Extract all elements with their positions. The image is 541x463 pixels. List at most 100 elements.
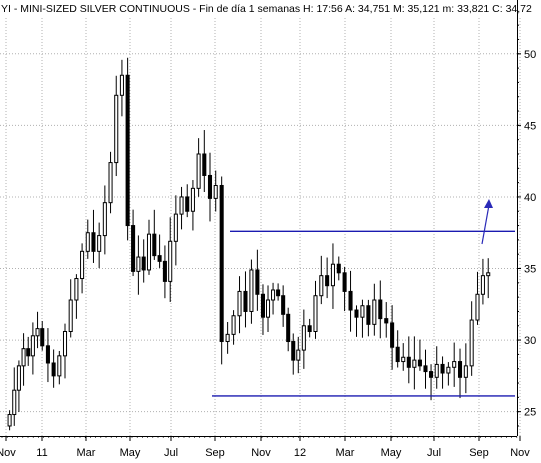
candle-body xyxy=(265,299,271,318)
x-tick-label: Sep xyxy=(469,447,489,459)
candle-body xyxy=(296,349,301,361)
candle-body xyxy=(16,365,21,391)
candle-body xyxy=(68,299,73,332)
breakout-arrow-shaft xyxy=(481,204,490,245)
candle-body xyxy=(225,333,230,343)
candle-body xyxy=(319,275,324,297)
candle-body xyxy=(185,196,190,212)
candle-body xyxy=(237,290,242,317)
candle-body xyxy=(207,174,213,199)
candle-body xyxy=(434,363,439,378)
candle-body xyxy=(281,295,286,315)
candle-body xyxy=(429,371,434,378)
candle-body xyxy=(372,299,377,325)
candle-body xyxy=(157,255,162,262)
breakout-arrow-head xyxy=(484,199,493,208)
candle-body xyxy=(213,184,218,199)
candle-body xyxy=(354,309,359,318)
x-tick-label: 12 xyxy=(294,447,306,459)
candle-body xyxy=(202,153,207,176)
candle-body xyxy=(307,325,312,333)
candle-body xyxy=(291,341,296,361)
y-tick-label: 40 xyxy=(524,192,536,204)
candle-body xyxy=(136,256,141,272)
candle-body xyxy=(243,290,248,312)
candle-body xyxy=(395,346,400,363)
y-axis: 50 45 40 35 30 25 xyxy=(517,0,536,436)
candle-body xyxy=(219,184,224,343)
candle-body xyxy=(131,225,136,272)
candle-body xyxy=(91,232,96,252)
candle-body xyxy=(119,74,124,96)
x-tick-label: Jul xyxy=(164,447,178,459)
candle-body xyxy=(30,335,35,357)
y-tick-label: 50 xyxy=(524,49,536,61)
x-tick-label: Jul xyxy=(427,447,441,459)
candle-body xyxy=(74,278,79,301)
candle-body xyxy=(457,361,463,378)
candle-body xyxy=(80,250,85,280)
x-tick-label: Sep xyxy=(205,447,225,459)
candle-body xyxy=(190,187,195,212)
x-tick-label: Nov xyxy=(0,447,16,459)
candle-body xyxy=(231,315,236,335)
candle-body xyxy=(57,355,62,377)
x-tick-label: Nov xyxy=(510,447,530,459)
chart-title: YI - MINI-SIZED SILVER CONTINUOUS - Fin … xyxy=(1,3,532,15)
candle-body xyxy=(475,293,480,321)
candle-body xyxy=(40,328,45,347)
candle-body xyxy=(378,299,383,320)
candle-body xyxy=(179,196,184,215)
candle-body xyxy=(301,325,306,351)
candle-body xyxy=(423,365,428,373)
candle-body xyxy=(276,289,281,297)
candle-body xyxy=(97,235,102,252)
candle-body xyxy=(62,331,68,357)
candle-body xyxy=(7,414,12,427)
candle-body xyxy=(45,345,50,364)
x-tick-label: May xyxy=(381,447,402,459)
candle-body xyxy=(12,389,17,416)
candle-body xyxy=(336,263,341,274)
candle-body xyxy=(255,269,260,295)
candle-body xyxy=(440,363,445,374)
candle-body xyxy=(452,361,457,368)
y-tick-label: 35 xyxy=(524,264,536,276)
y-tick-label: 45 xyxy=(524,120,536,132)
x-tick-label: May xyxy=(120,447,141,459)
candle-body xyxy=(114,94,119,164)
candle-body xyxy=(286,313,291,343)
candle-body xyxy=(26,348,31,357)
candle-body xyxy=(196,153,201,189)
candle-body xyxy=(125,74,130,227)
x-tick-label: Nov xyxy=(251,447,271,459)
candle-body xyxy=(366,305,371,325)
candle-body xyxy=(417,359,422,367)
candle-body xyxy=(35,328,40,337)
x-tick-label: 11 xyxy=(36,447,47,459)
candle-body xyxy=(162,260,167,282)
trendlines-layer xyxy=(212,199,515,397)
candle-body xyxy=(412,359,417,368)
candle-body xyxy=(146,233,152,271)
candle-body xyxy=(260,293,266,318)
candle-body xyxy=(384,318,389,324)
candles-layer xyxy=(7,57,491,431)
x-tick-label: Mar xyxy=(336,447,355,459)
candle-body xyxy=(168,240,173,282)
candle-body xyxy=(85,232,90,252)
candle-body xyxy=(406,356,411,368)
candle-body xyxy=(21,348,26,367)
candle-body xyxy=(152,233,157,257)
candle-body xyxy=(313,295,318,333)
candle-body xyxy=(249,269,254,312)
candle-body xyxy=(330,263,335,287)
candle-body xyxy=(325,275,330,287)
y-tick-label: 30 xyxy=(524,335,536,347)
candle-body xyxy=(348,290,353,311)
candle-body xyxy=(173,213,178,242)
candle-body xyxy=(360,305,365,318)
candle-body xyxy=(446,366,451,374)
candle-body xyxy=(141,256,146,271)
